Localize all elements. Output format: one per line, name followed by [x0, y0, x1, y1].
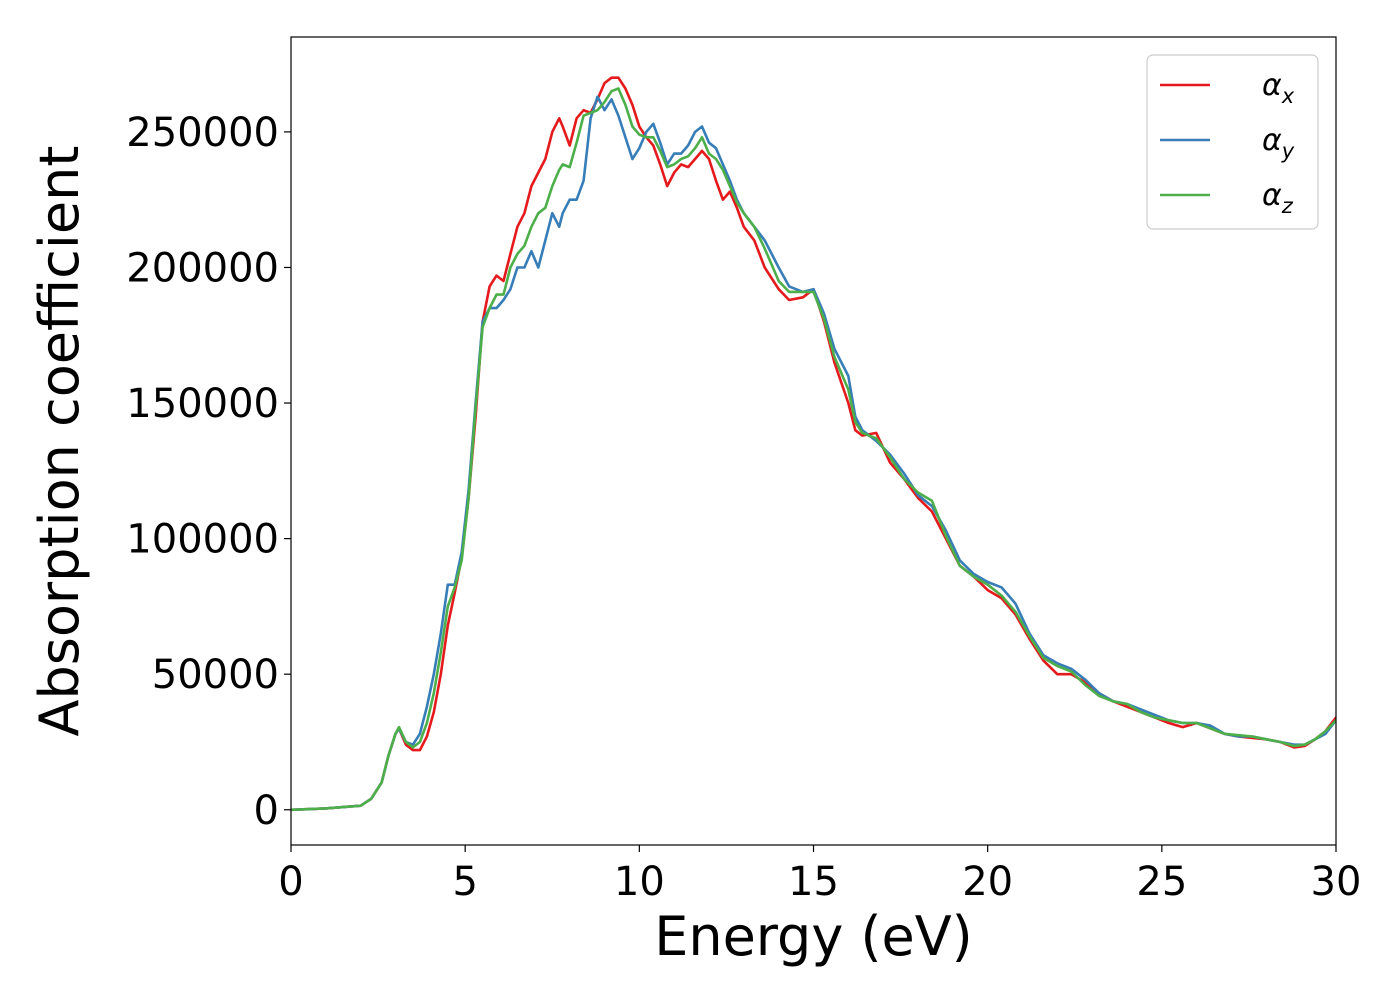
legend-label-alpha-x: αx — [1262, 68, 1295, 108]
x-tick-label: 30 — [1311, 859, 1362, 905]
x-tick-label: 15 — [788, 859, 839, 905]
y-axis-title: Absorption coefficient — [28, 146, 91, 737]
legend-label-alpha-z: αz — [1262, 178, 1294, 218]
legend-box — [1146, 54, 1319, 230]
x-axis-title: Energy (eV) — [654, 905, 973, 968]
x-tick-label: 5 — [452, 859, 477, 905]
legend-label-alpha-y: αy — [1262, 123, 1295, 163]
x-tick-label: 25 — [1136, 859, 1187, 905]
y-axis: 0 50000 100000 150000 200000 250000 — [126, 110, 291, 834]
y-tick-label: 100000 — [126, 517, 279, 563]
x-axis: 0 5 10 15 20 25 30 — [278, 845, 1361, 905]
series-line-alpha-z — [291, 87, 1336, 812]
legend: αx αy αz — [1146, 54, 1319, 230]
x-tick-label: 10 — [614, 859, 665, 905]
y-tick-label: 50000 — [152, 652, 279, 698]
y-tick-label: 150000 — [126, 381, 279, 427]
y-tick-label: 200000 — [126, 245, 279, 291]
plot-area — [291, 76, 1336, 812]
x-tick-label: 20 — [962, 859, 1013, 905]
x-tick-label: 0 — [278, 859, 303, 905]
y-tick-label: 250000 — [126, 110, 279, 156]
y-tick-label: 0 — [254, 788, 279, 834]
